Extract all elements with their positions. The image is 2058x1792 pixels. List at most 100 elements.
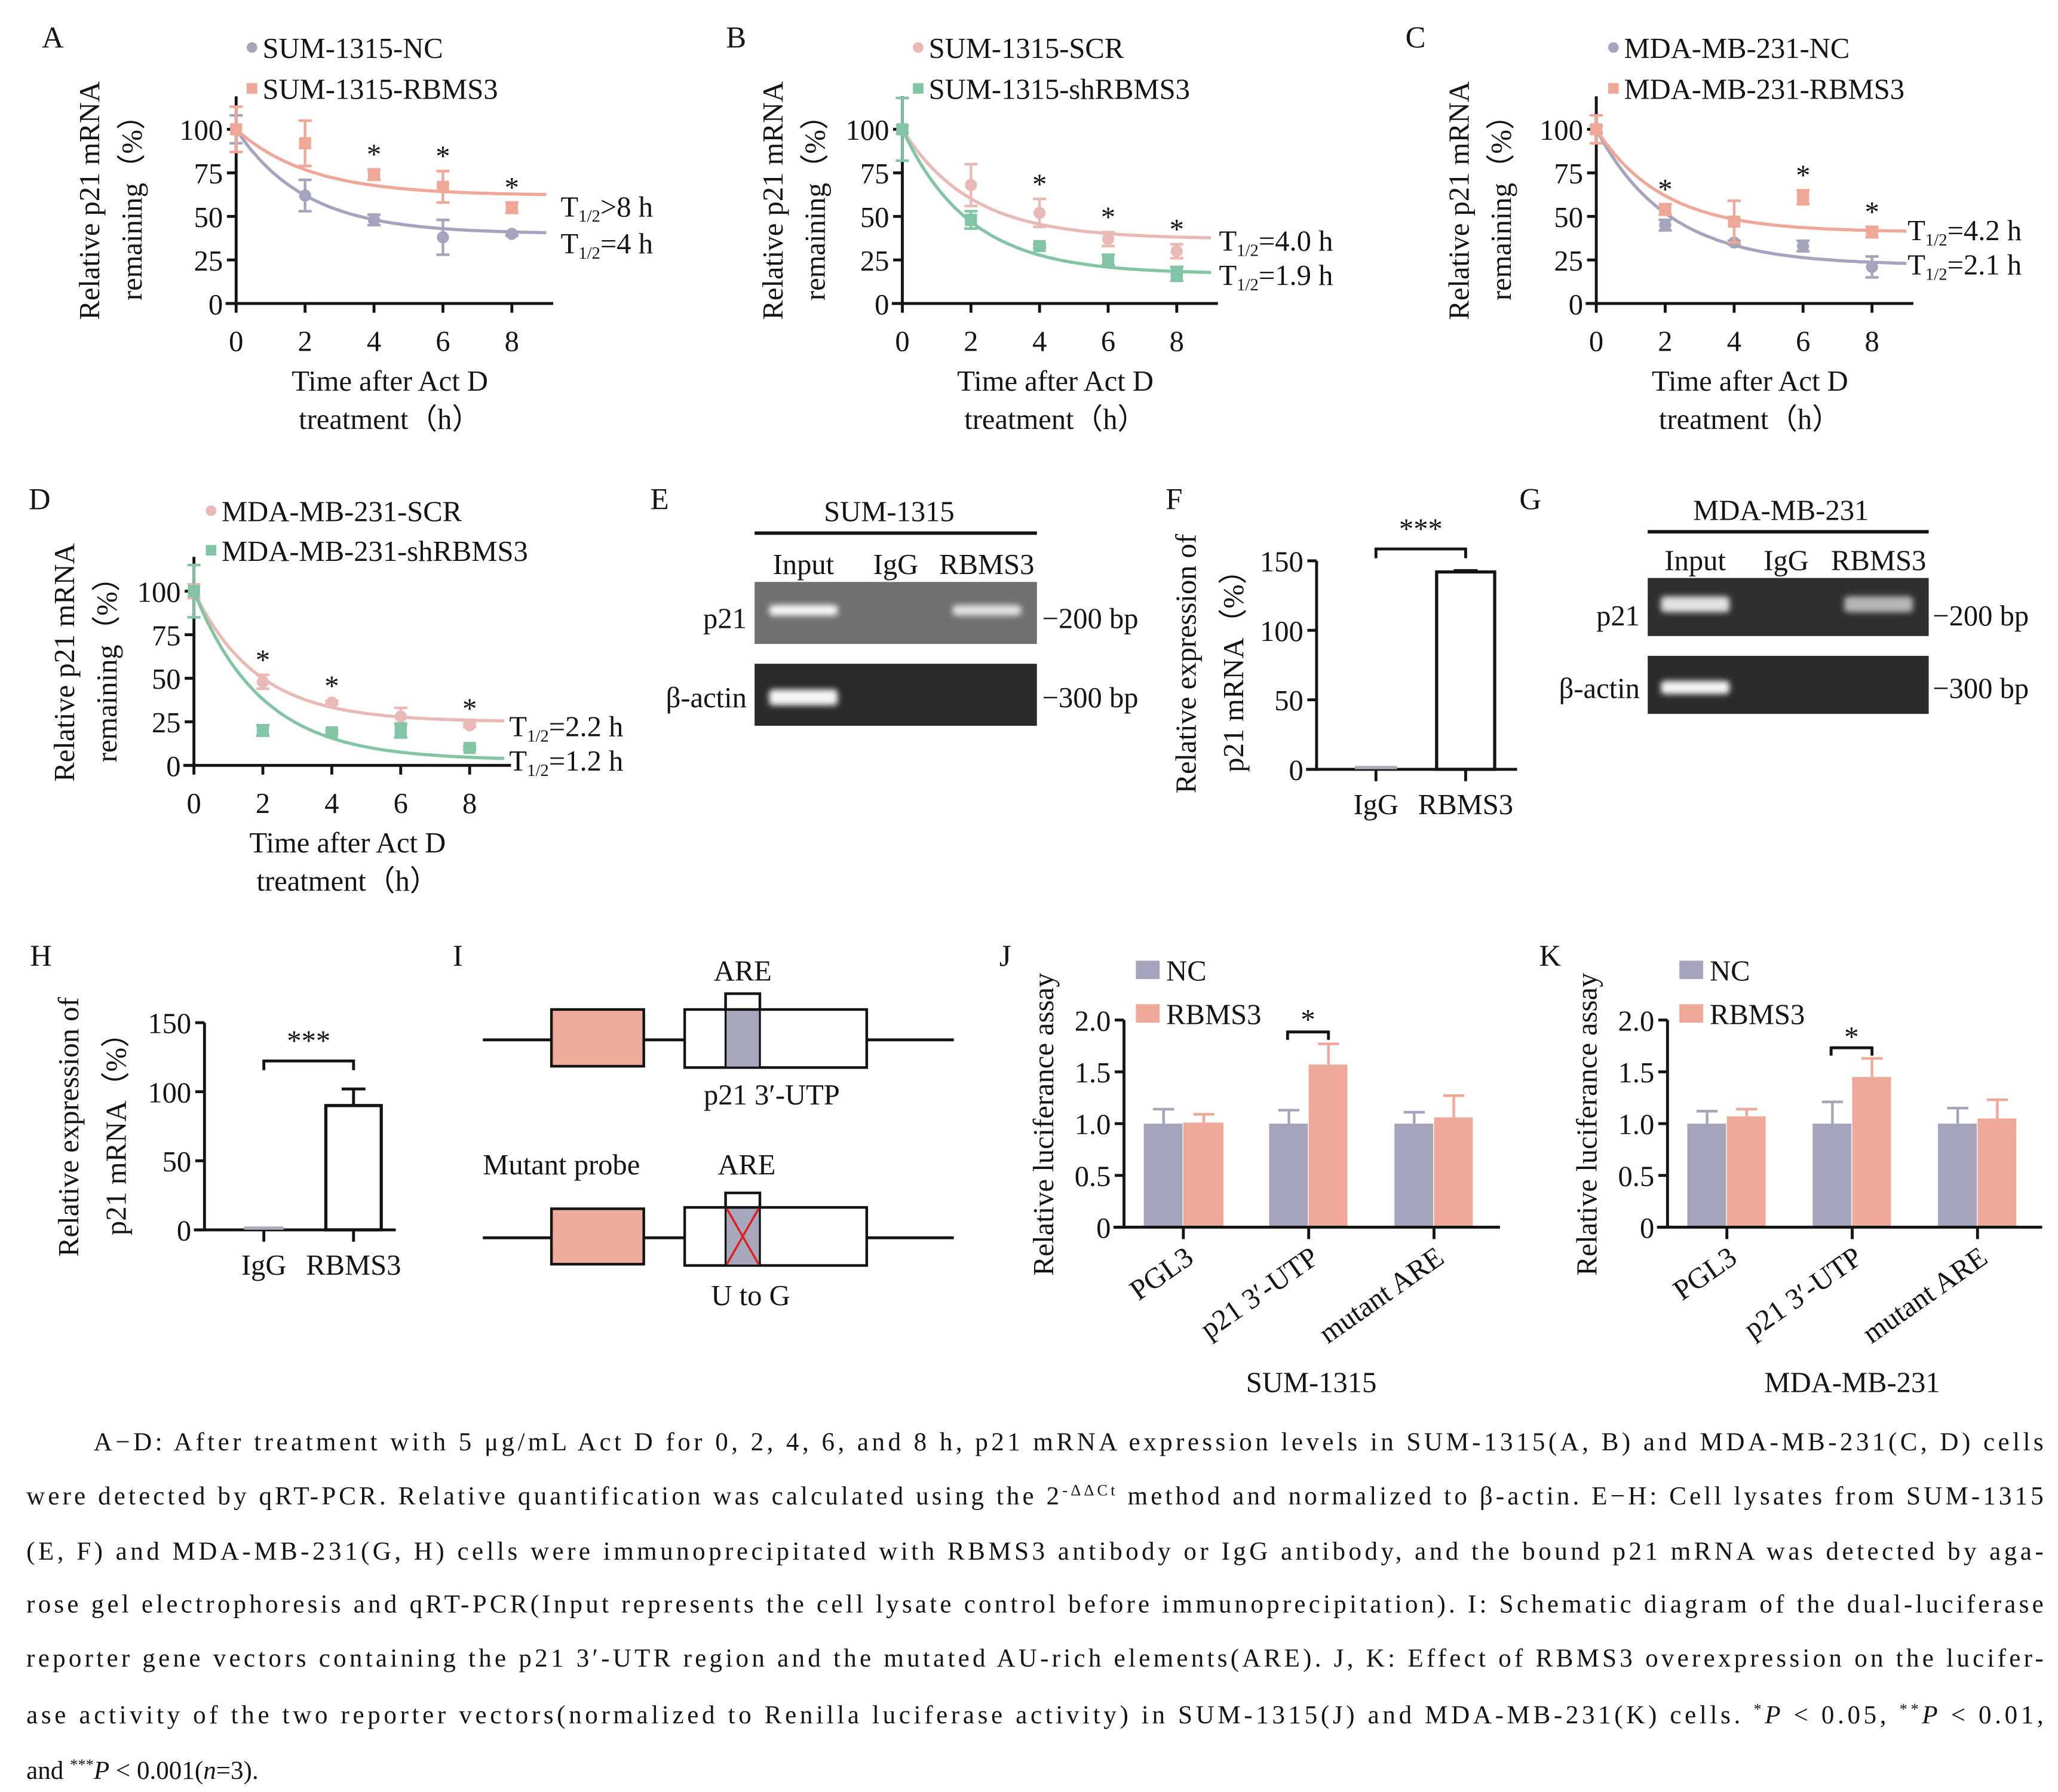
x-tick-label: 4 [1727, 326, 1741, 358]
utr-box [683, 1008, 869, 1069]
band-size-label: −300 bp [1042, 682, 1139, 714]
y-tick-label: 25 [194, 245, 223, 277]
caption-segment: P [1921, 1701, 1937, 1729]
gel-row-label: β-actin [1559, 673, 1640, 705]
half-life-subscript: 1/2 [1237, 275, 1259, 294]
gel-band [952, 605, 1022, 616]
legend-marker [246, 42, 257, 53]
lane-label: RBMS3 [1831, 544, 1926, 576]
y-tick-label: 100 [1260, 615, 1303, 648]
mutation-cross-icon [726, 1208, 760, 1265]
data-point [437, 231, 449, 244]
y-tick-label: 0 [1569, 289, 1583, 321]
luciferase-box [550, 1008, 645, 1068]
caption-segment: A−D: After treatment with 5 μg/mL Act D … [94, 1428, 2044, 1456]
y-tick-label: 0 [166, 750, 180, 783]
bar [1183, 1122, 1224, 1228]
bar [1354, 766, 1397, 769]
half-life-symbol: T [1219, 225, 1237, 257]
x-tick-label: 2 [256, 787, 270, 820]
data-point [367, 168, 381, 181]
construct-title: Mutant probe [483, 1149, 640, 1181]
series-SUM-1315-SCR [895, 123, 1212, 260]
lane-label: Input [773, 548, 835, 581]
x-tick-label: 2 [964, 326, 978, 358]
half-life-value: =4.0 h [1259, 225, 1333, 257]
gel-band [1661, 680, 1730, 695]
y-tick-label: 0 [1096, 1212, 1111, 1244]
bar [1394, 1124, 1434, 1228]
x-axis-label: Time after Act D [957, 365, 1154, 397]
half-life-label: T1/2=2.1 h [1907, 248, 2022, 284]
caption-segment: *** [70, 1756, 94, 1773]
panel-letter: B [726, 21, 746, 54]
caption-line: (E, F) and MDA-MB-231(G, H) cells were i… [26, 1538, 2044, 1566]
half-life-label: T1/2=2.2 h [509, 711, 623, 746]
significance-asterisk: * [1796, 159, 1810, 192]
lane-label: RBMS3 [939, 548, 1034, 581]
are-tab [724, 1191, 762, 1209]
half-life-subscript: 1/2 [527, 761, 549, 780]
data-point [326, 696, 338, 709]
data-point [1659, 203, 1671, 216]
data-point [965, 179, 977, 191]
caption-segment: rose gel electrophoresis and qRT-PCR(Inp… [26, 1591, 2044, 1619]
legend-label: SUM-1315-SCR [929, 32, 1124, 65]
y-tick-label: 0 [1289, 754, 1303, 787]
x-tick-label: 6 [394, 787, 408, 820]
half-life-symbol: T [1907, 248, 1925, 281]
y-tick-label: 100 [137, 576, 181, 608]
x-tick-label: PGL3 [1124, 1241, 1199, 1307]
y-axis-label: Relative luciferance assay [1571, 972, 1603, 1276]
data-point [505, 201, 518, 214]
y-axis-label: Relative p21 mRNA [73, 81, 106, 320]
lane-label: IgG [873, 548, 919, 581]
half-life-symbol: T [509, 711, 527, 743]
series-SUM-1315-RBMS3 [229, 105, 547, 214]
bar [1852, 1077, 1891, 1228]
x-axis-label: Time after Act D [250, 827, 446, 859]
bar [1143, 1124, 1183, 1228]
bar [1977, 1118, 2017, 1228]
caption-segment: -ΔΔCt [1062, 1481, 1115, 1499]
y-tick-label: 50 [194, 201, 223, 234]
significance-asterisk: * [1170, 213, 1184, 246]
significance-asterisk: * [462, 692, 477, 725]
are-label: ARE [717, 1149, 775, 1181]
significance-asterisk: * [1032, 168, 1047, 200]
chart-panel-D: D 0 25 50 75 100 0 2 4 6 8 Time after Act D treatmen… [29, 483, 623, 897]
x-tick-label: RBMS3 [306, 1249, 401, 1281]
y-tick-label: 100 [1539, 114, 1583, 146]
chart-panel-B: B 0 25 50 75 100 0 2 4 6 8 Time after Act D treatmen… [726, 21, 1333, 435]
half-life-symbol: T [509, 745, 527, 777]
legend-marker [913, 42, 924, 53]
x-tick-label: p21 3′-UTP [1738, 1241, 1868, 1345]
x-tick-label: 6 [1101, 326, 1115, 358]
x-tick-label: 0 [895, 326, 909, 358]
data-point [326, 726, 338, 739]
half-life-symbol: T [561, 228, 579, 260]
x-tick-label: 8 [462, 787, 477, 820]
half-life-subscript: 1/2 [1237, 241, 1259, 260]
y-tick-label: 50 [1274, 685, 1303, 717]
significance-asterisk: * [1301, 1004, 1315, 1036]
data-point [394, 710, 407, 723]
half-life-subscript: 1/2 [578, 207, 600, 226]
panel-letter: J [999, 939, 1011, 972]
construct-top [483, 992, 954, 1069]
y-tick-label: 100 [846, 114, 890, 146]
data-point [1659, 219, 1671, 232]
data-point [965, 213, 977, 226]
y-tick-label: 50 [1554, 201, 1583, 234]
are-label: ARE [714, 955, 772, 987]
y-tick-label: 50 [162, 1146, 192, 1178]
data-point [437, 180, 449, 193]
half-life-value: =4 h [600, 228, 653, 260]
caption-segment: < 0.01, [1941, 1701, 2043, 1729]
significance-asterisk: * [367, 139, 381, 171]
series-SUM-1315-NC [229, 113, 547, 256]
data-point [299, 189, 311, 202]
legend-label: SUM-1315-shRBMS3 [929, 73, 1190, 106]
x-axis-label: treatment（h） [1659, 403, 1841, 435]
